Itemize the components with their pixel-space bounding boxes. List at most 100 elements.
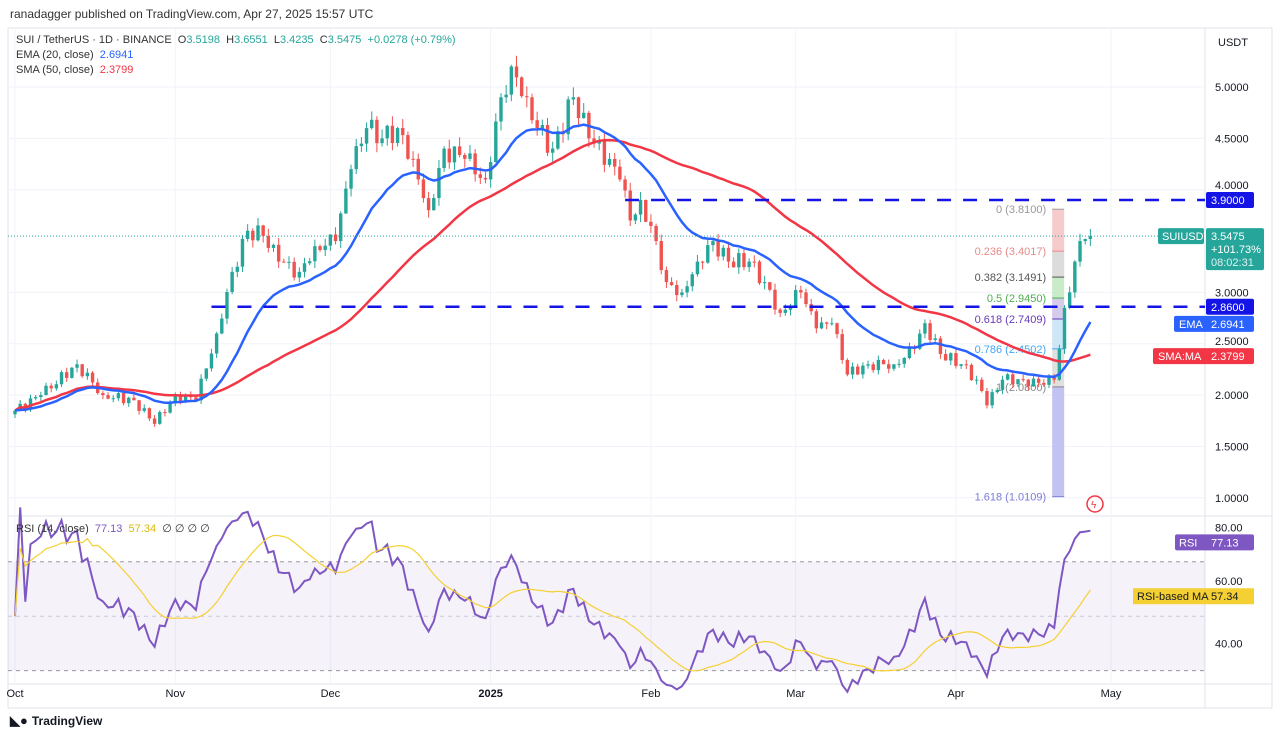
candle-body bbox=[44, 385, 48, 396]
candle-body bbox=[861, 365, 865, 375]
candle-body bbox=[173, 395, 177, 403]
candle-body bbox=[680, 292, 684, 296]
x-tick-label: Dec bbox=[321, 688, 341, 700]
sma-tag-label: SMA:MA bbox=[1158, 351, 1202, 363]
candle-body bbox=[814, 311, 819, 329]
candle-body bbox=[473, 153, 477, 175]
y-tick-label: 4.0000 bbox=[1215, 180, 1249, 192]
rsi-tag-label: RSI bbox=[1179, 537, 1197, 549]
candle-body bbox=[974, 379, 979, 381]
candle-body bbox=[773, 289, 777, 310]
candle-body bbox=[406, 135, 410, 159]
fib-zone bbox=[1052, 386, 1065, 497]
candle-body bbox=[13, 410, 17, 415]
rsi-tag-value: 77.13 bbox=[1211, 537, 1239, 549]
candle-body bbox=[18, 403, 22, 411]
candle-body bbox=[147, 408, 152, 419]
last-price-value: 3.5475 bbox=[1211, 231, 1245, 243]
symbol-tag-label: SUIUSDT bbox=[1162, 231, 1211, 243]
candle-body bbox=[390, 125, 395, 144]
candle-body bbox=[214, 333, 219, 354]
candle-body bbox=[514, 66, 519, 78]
candle-body bbox=[282, 261, 286, 263]
candle-body bbox=[426, 198, 431, 211]
candle-body bbox=[540, 125, 545, 129]
candle-body bbox=[881, 359, 886, 365]
candle-body bbox=[158, 412, 162, 424]
candle-body bbox=[132, 397, 136, 401]
x-tick-label: Mar bbox=[786, 688, 805, 700]
candle-body bbox=[411, 158, 415, 160]
candle-body bbox=[70, 367, 74, 378]
candle-body bbox=[121, 393, 126, 404]
candle-body bbox=[307, 261, 312, 264]
candle-body bbox=[483, 177, 488, 180]
candle-body bbox=[912, 347, 917, 349]
candle-body bbox=[525, 96, 529, 98]
candle-body bbox=[788, 306, 793, 310]
candle-body bbox=[824, 322, 829, 324]
ema-legend[interactable]: EMA (20, close) bbox=[16, 49, 94, 61]
candle-body bbox=[313, 246, 317, 262]
candle-body bbox=[499, 97, 503, 122]
ema-tag-label: EMA bbox=[1179, 319, 1204, 331]
candle-body bbox=[980, 379, 984, 392]
candle-body bbox=[1078, 241, 1082, 262]
candle-body bbox=[127, 397, 131, 404]
candle-body bbox=[230, 271, 234, 292]
candle-body bbox=[256, 225, 260, 241]
candle-body bbox=[618, 166, 622, 180]
level-tag-label: 2.8600 bbox=[1211, 302, 1245, 314]
rsi-legend[interactable]: RSI (14, close) 77.13 57.34 ∅ ∅ ∅ ∅ bbox=[16, 522, 210, 535]
x-tick-label: Apr bbox=[947, 688, 964, 700]
candle-body bbox=[395, 128, 400, 144]
candle-body bbox=[245, 230, 250, 239]
candle-body bbox=[199, 378, 203, 401]
tradingview-logo[interactable]: ◣● TradingView bbox=[10, 713, 102, 729]
symbol-tag bbox=[1158, 228, 1204, 245]
candle-body bbox=[437, 168, 441, 199]
candle-body bbox=[1073, 261, 1077, 293]
rsi-line bbox=[14, 507, 1091, 694]
x-tick-label: Nov bbox=[165, 688, 185, 700]
candle-body bbox=[664, 270, 669, 283]
close-label: C bbox=[319, 34, 328, 46]
open-value: 3.5198 bbox=[186, 34, 221, 46]
candle-body bbox=[804, 292, 808, 305]
candle-body bbox=[737, 253, 741, 268]
candle-body bbox=[964, 364, 968, 366]
fib-level-label: 1.618 (1.0109) bbox=[975, 492, 1047, 504]
candle-body bbox=[137, 400, 141, 411]
candle-body bbox=[142, 408, 146, 411]
sma-tag-value: 2.3799 bbox=[1211, 351, 1245, 363]
candle-body bbox=[1031, 378, 1036, 387]
fib-zone bbox=[1052, 277, 1065, 299]
candle-body bbox=[783, 309, 788, 313]
bar-countdown: 08:02:31 bbox=[1211, 257, 1254, 269]
candle-body bbox=[468, 153, 472, 159]
fib-level-label: 0.236 (3.4017) bbox=[975, 246, 1047, 258]
candle-body bbox=[478, 174, 482, 178]
rsi-label: RSI (14, close) bbox=[16, 523, 89, 535]
candle-body bbox=[75, 364, 79, 368]
fib-zone bbox=[1052, 209, 1065, 252]
candle-body bbox=[1067, 292, 1072, 308]
candle-body bbox=[742, 253, 746, 268]
candle-body bbox=[359, 143, 364, 147]
symbol-title[interactable]: SUI / TetherUS · 1D · BINANCE bbox=[16, 34, 172, 46]
level-tag bbox=[1206, 191, 1254, 208]
candle-body bbox=[416, 158, 420, 180]
candle-body bbox=[251, 230, 255, 241]
candle-body bbox=[85, 372, 90, 377]
candle-body bbox=[535, 120, 539, 129]
candle-body bbox=[726, 247, 731, 262]
ema-value: 2.6941 bbox=[99, 49, 134, 61]
candle-body bbox=[54, 384, 59, 389]
candle-body bbox=[669, 282, 674, 286]
candle-body bbox=[65, 372, 69, 378]
tv-logo-icon: ◣● bbox=[10, 713, 28, 728]
candle-body bbox=[204, 368, 208, 379]
ema-line bbox=[14, 123, 1092, 412]
sma-legend[interactable]: SMA (50, close) bbox=[16, 64, 94, 76]
